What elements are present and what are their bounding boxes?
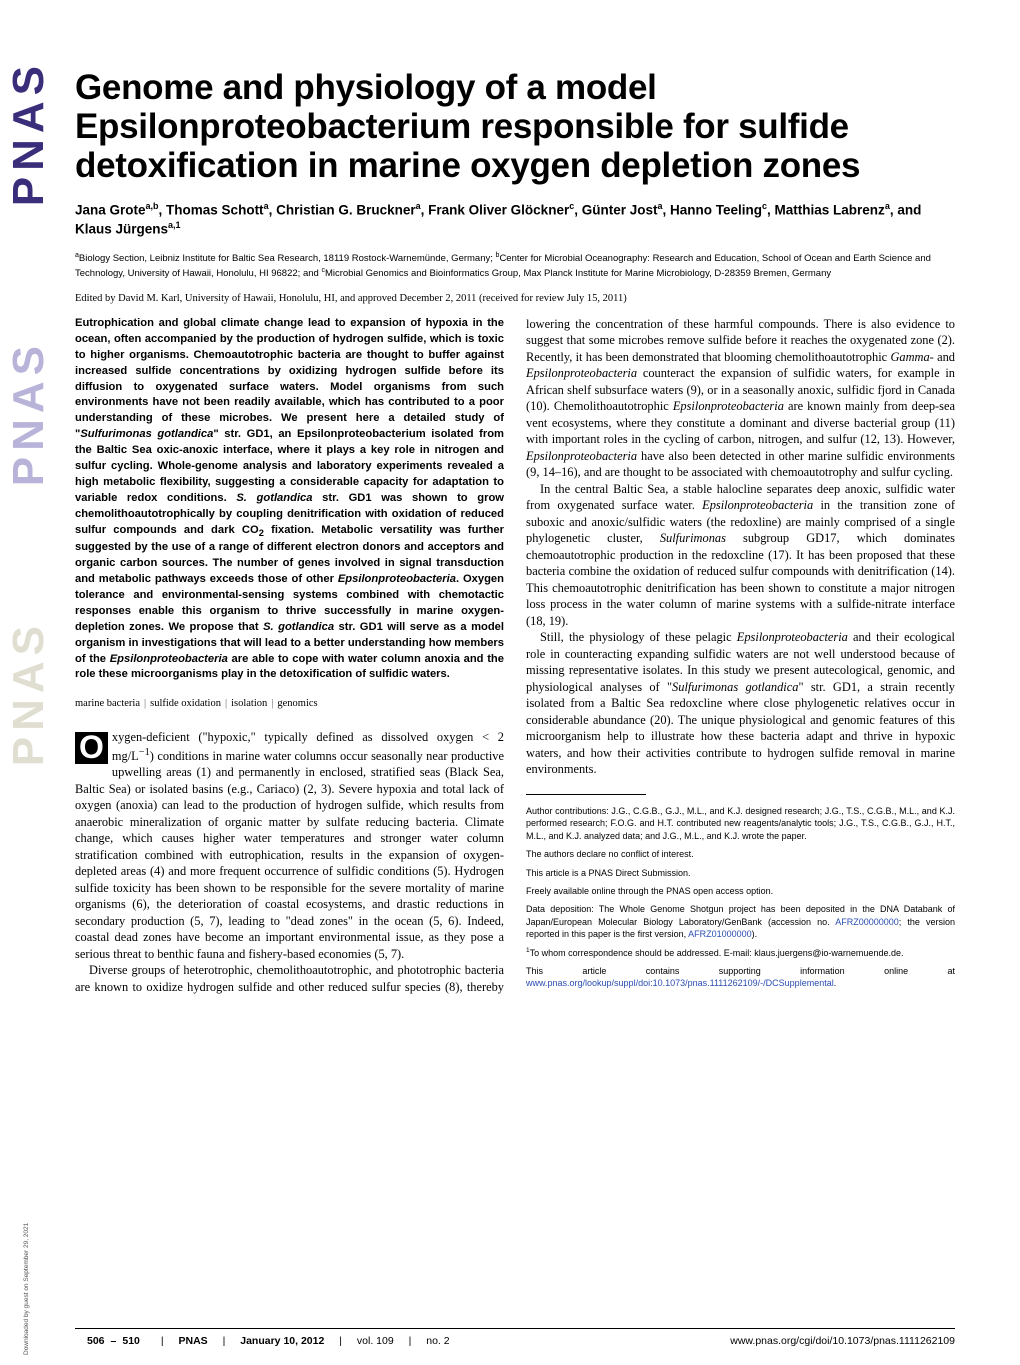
footnote-open-access: Freely available online through the PNAS… — [526, 885, 955, 897]
download-note: Downloaded by guest on September 29, 202… — [23, 1223, 30, 1355]
abstract: Eutrophication and global climate change… — [75, 316, 504, 683]
page-end: 510 — [122, 1335, 140, 1347]
editor-note: Edited by David M. Karl, University of H… — [75, 293, 955, 304]
author-list: Jana Grotea,b, Thomas Schotta, Christian… — [75, 200, 955, 239]
two-column-body: Eutrophication and global climate change… — [75, 316, 955, 996]
pnas-logo-light: PNAS — [4, 620, 54, 766]
affiliations: aBiology Section, Leibniz Institute for … — [75, 251, 955, 281]
dropcap: O — [75, 732, 108, 764]
footnote-conflict: The authors declare no conflict of inter… — [526, 848, 955, 860]
body-paragraph-3: In the central Baltic Sea, a stable halo… — [526, 481, 955, 630]
footnote-separator — [526, 794, 646, 795]
footer-number: no. 2 — [426, 1335, 449, 1347]
footer-date: January 10, 2012 — [240, 1335, 324, 1347]
footer-doi: www.pnas.org/cgi/doi/10.1073/pnas.111126… — [730, 1335, 955, 1347]
pnas-logo-dark: PNAS — [4, 60, 54, 206]
footer-volume: vol. 109 — [357, 1335, 394, 1347]
page-start: 506 — [87, 1335, 105, 1347]
body-p1-text: xygen-deficient ("hypoxic," typically de… — [75, 730, 504, 961]
footnote-correspondence: 1To whom correspondence should be addres… — [526, 947, 955, 959]
article-page: Genome and physiology of a model Epsilon… — [75, 68, 955, 996]
footnotes: Author contributions: J.G., C.G.B., G.J.… — [526, 805, 955, 990]
footnote-contributions: Author contributions: J.G., C.G.B., G.J.… — [526, 805, 955, 842]
footer-journal: PNAS — [178, 1335, 207, 1347]
body-paragraph-1: Oxygen-deficient ("hypoxic," typically d… — [75, 729, 504, 962]
keyword: sulfide oxidation — [150, 698, 221, 709]
footnote-direct-submission: This article is a PNAS Direct Submission… — [526, 867, 955, 879]
keyword: marine bacteria — [75, 698, 140, 709]
body-paragraph-4: Still, the physiology of these pelagic E… — [526, 629, 955, 778]
pnas-vertical-banner: PNAS PNAS PNAS — [0, 60, 50, 880]
footnote-data-deposition: Data deposition: The Whole Genome Shotgu… — [526, 903, 955, 940]
pnas-logo-mid: PNAS — [4, 340, 54, 486]
page-footer: 506–510 | PNAS | January 10, 2012 | vol.… — [75, 1328, 955, 1347]
article-title: Genome and physiology of a model Epsilon… — [75, 68, 955, 186]
footnote-supplemental: This article contains supporting informa… — [526, 965, 955, 990]
keyword: isolation — [231, 698, 267, 709]
keyword: genomics — [277, 698, 317, 709]
footer-left: 506–510 | PNAS | January 10, 2012 | vol.… — [75, 1335, 456, 1347]
keywords: marine bacteria|sulfide oxidation|isolat… — [75, 697, 504, 711]
